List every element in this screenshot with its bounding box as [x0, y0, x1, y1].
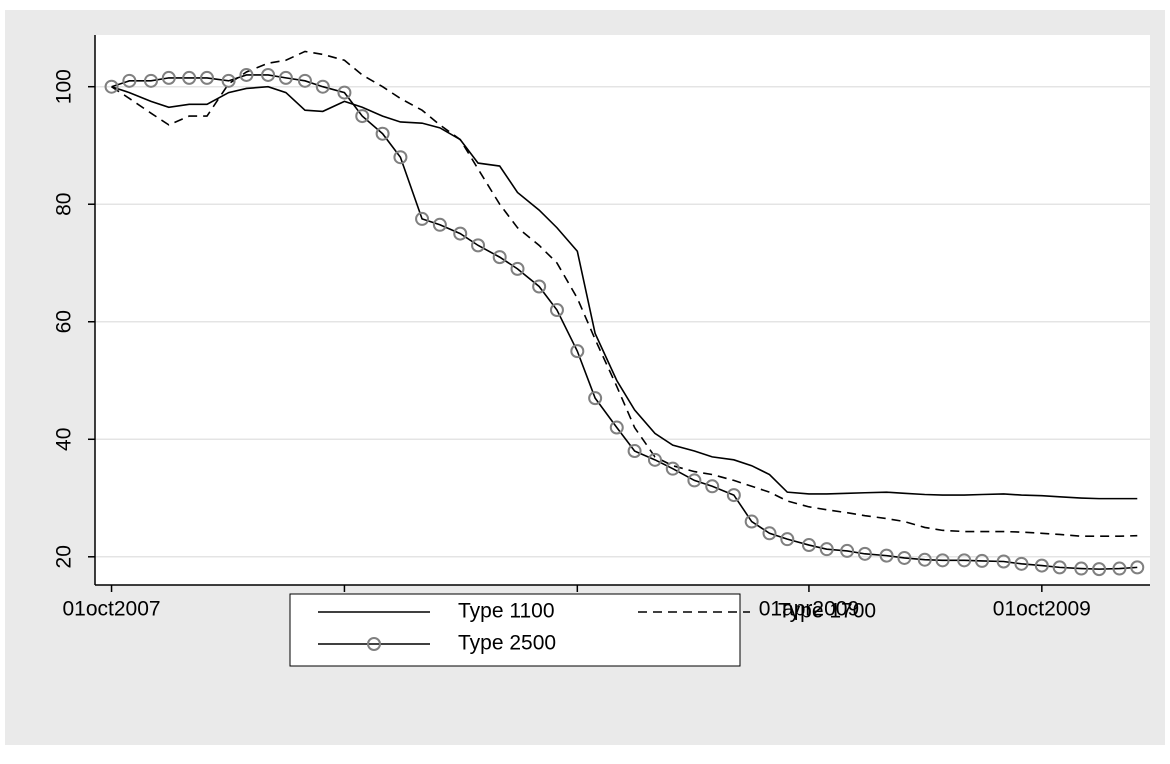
marker [221, 73, 236, 88]
marker [935, 553, 950, 568]
marker [453, 226, 468, 241]
marker [570, 344, 585, 359]
marker [471, 238, 486, 253]
y-tick-label: 20 [53, 545, 76, 568]
y-tick-label: 80 [53, 193, 76, 216]
marker [393, 150, 408, 165]
marker [161, 70, 176, 85]
y-tick-label: 60 [53, 310, 76, 333]
marker [1034, 558, 1049, 573]
marker [996, 554, 1011, 569]
marker [819, 542, 834, 557]
marker [1014, 556, 1029, 571]
series-line [111, 50, 1138, 538]
marker [182, 70, 197, 85]
series-line [111, 85, 1138, 500]
marker [665, 461, 680, 476]
marker [705, 479, 720, 494]
marker [1112, 561, 1127, 576]
marker [687, 473, 702, 488]
marker [588, 391, 603, 406]
lines [104, 50, 1145, 577]
plot-area [95, 35, 1150, 585]
marker [857, 546, 872, 561]
marker [897, 550, 912, 565]
y-tick-label: 100 [53, 69, 76, 104]
marker [549, 303, 564, 317]
legend-label: Type 1700 [778, 600, 876, 623]
marker [627, 444, 642, 459]
marker [122, 73, 137, 88]
x-tick-label: 01oct2007 [62, 598, 160, 621]
marker [415, 211, 430, 226]
marker [744, 514, 759, 529]
legend-label: Type 2500 [458, 632, 556, 655]
marker [432, 217, 447, 232]
marker [1130, 560, 1145, 575]
marker [355, 109, 370, 124]
marker [1074, 561, 1089, 576]
legend [289, 593, 741, 667]
marker [780, 532, 795, 547]
marker [1092, 562, 1107, 577]
x-tick-label: 01apr2009 [759, 598, 859, 621]
legend-marker [367, 637, 381, 651]
marker [261, 67, 276, 82]
marker [510, 261, 525, 276]
marker [762, 526, 777, 541]
marker [647, 452, 662, 467]
marker [337, 85, 352, 100]
series-line [111, 74, 1138, 570]
marker [840, 543, 855, 558]
x-tick-label: 01oct2009 [993, 598, 1091, 621]
grid [95, 85, 1150, 558]
marker [239, 67, 254, 82]
marker [801, 538, 816, 553]
marker [199, 70, 214, 85]
marker [879, 548, 894, 563]
marker [532, 279, 547, 294]
marker [375, 126, 390, 141]
marker [315, 79, 330, 94]
marker [609, 420, 624, 435]
marker [975, 553, 990, 568]
marker [492, 250, 507, 265]
marker [278, 70, 293, 85]
y-tick-label: 40 [53, 428, 76, 451]
marker [143, 73, 158, 88]
marker [726, 488, 741, 503]
marker [297, 73, 312, 88]
marker [1052, 560, 1067, 575]
marker [104, 79, 119, 94]
marker [917, 552, 932, 567]
marker [957, 553, 972, 568]
legend-items: Type 1100 Type 1700 Type 2500 [318, 600, 876, 655]
legend-label: Type 1100 [458, 600, 555, 623]
